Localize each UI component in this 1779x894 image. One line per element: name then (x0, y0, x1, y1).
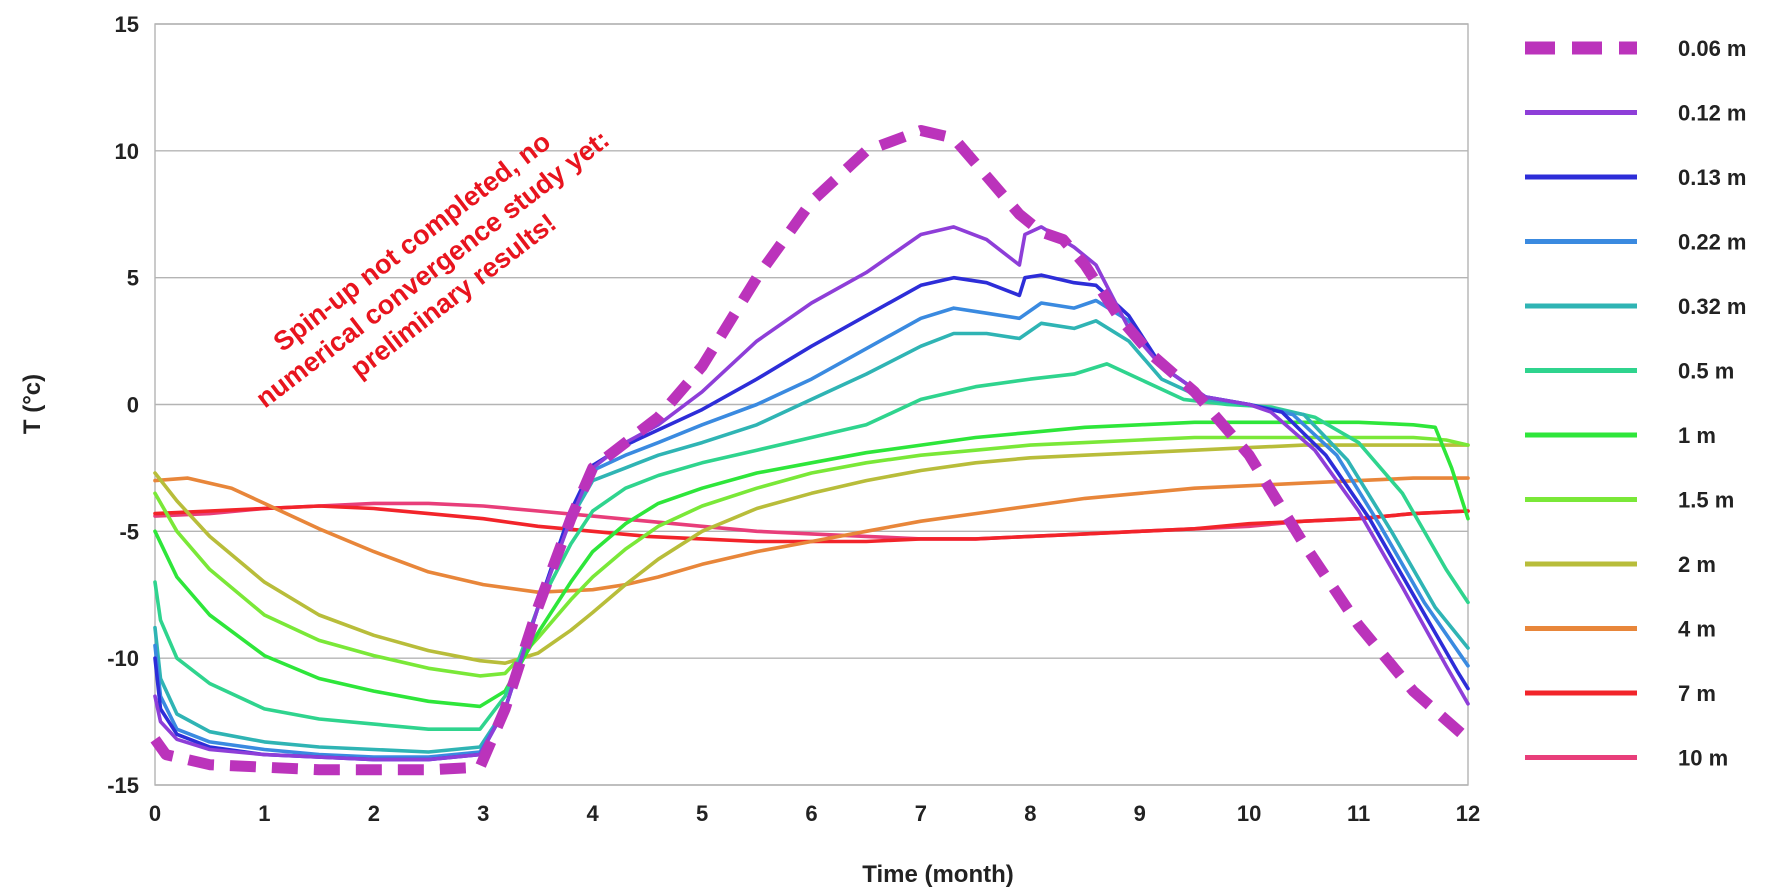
legend-label: 1 m (1678, 423, 1716, 448)
x-tick-label: 6 (805, 801, 817, 826)
series-line-2-m (153, 443, 1470, 666)
series-line-1-5-m (153, 435, 1470, 678)
x-tick-label: 8 (1024, 801, 1036, 826)
legend-label: 0.32 m (1678, 294, 1747, 319)
x-tick-label: 10 (1237, 801, 1261, 826)
x-tick-label: 1 (258, 801, 270, 826)
annotation-line: numerical convergence study yet: (250, 124, 615, 414)
plot-area (154, 23, 1469, 786)
legend-label: 10 m (1678, 746, 1728, 771)
legend-label: 0.22 m (1678, 230, 1747, 255)
legend-label: 0.06 m (1678, 36, 1747, 61)
y-tick-label: 10 (115, 139, 139, 164)
series-lines (150, 125, 1472, 776)
series-line-4-m (153, 476, 1470, 595)
x-tick-label: 5 (696, 801, 708, 826)
y-axis-ticks: 15 10 5 0 -5 -10 -15 (107, 12, 139, 798)
x-axis-ticks: 0 1 2 3 4 5 6 7 8 9 10 11 12 (149, 801, 1480, 826)
legend: 0.06 m 0.12 m 0.13 m 0.22 m 0.32 m 0.5 m 1 m 1.… (1525, 36, 1747, 771)
y-axis-title: T (°c) (19, 374, 46, 434)
legend-label: 0.12 m (1678, 101, 1747, 126)
x-tick-label: 12 (1456, 801, 1480, 826)
y-tick-label: 5 (127, 266, 139, 291)
legend-label: 2 m (1678, 552, 1716, 577)
legend-label: 7 m (1678, 681, 1716, 706)
legend-label: 0.5 m (1678, 359, 1734, 384)
legend-label: 0.13 m (1678, 165, 1747, 190)
x-tick-label: 0 (149, 801, 161, 826)
y-tick-label: 15 (115, 12, 139, 37)
x-tick-label: 7 (915, 801, 927, 826)
series-line-0-12-m (153, 225, 1470, 762)
series-line-1-m (153, 420, 1470, 709)
series-line-0-06-m (150, 125, 1472, 776)
x-tick-label: 3 (477, 801, 489, 826)
plot-border (154, 23, 1469, 786)
x-tick-label: 2 (368, 801, 380, 826)
y-tick-label: -15 (107, 773, 139, 798)
y-tick-label: -10 (107, 646, 139, 671)
series-line-7-m (153, 504, 1470, 544)
legend-label: 4 m (1678, 617, 1716, 642)
x-axis-title: Time (month) (862, 861, 1014, 888)
x-tick-label: 11 (1347, 801, 1370, 826)
y-tick-label: 0 (127, 393, 139, 418)
series-line-0-5-m (153, 362, 1470, 732)
x-tick-label: 9 (1134, 801, 1146, 826)
y-tick-label: -5 (119, 519, 139, 544)
series-line-10-m (153, 501, 1470, 541)
legend-label: 1.5 m (1678, 488, 1734, 513)
gridlines (155, 23, 1468, 786)
x-tick-label: 4 (587, 801, 600, 826)
